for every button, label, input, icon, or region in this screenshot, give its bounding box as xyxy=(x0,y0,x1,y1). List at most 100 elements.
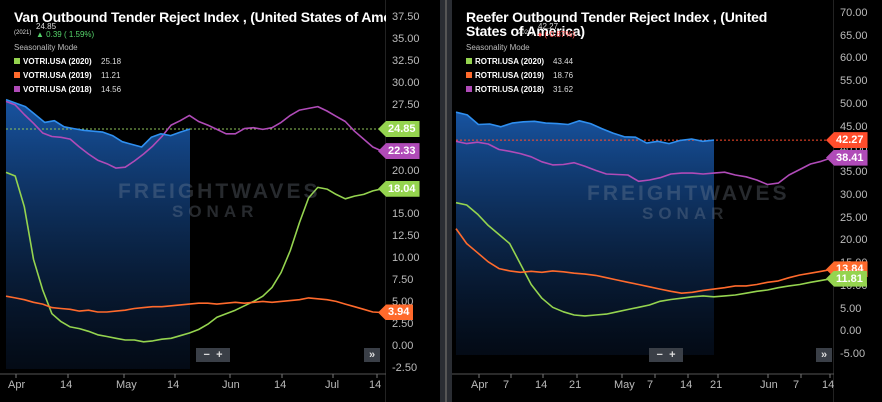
van-mode-label: Seasonality Mode xyxy=(14,43,78,52)
legend-series-name: ROTRI.USA (2018) xyxy=(475,84,545,94)
x-tick-label: 7 xyxy=(503,379,510,391)
series-line-2019[interactable] xyxy=(5,295,383,314)
y-tick-label: 25.00 xyxy=(840,211,868,224)
series-line-2021[interactable] xyxy=(455,111,715,145)
legend-item[interactable]: ROTRI.USA (2018) 31.62 xyxy=(466,82,573,96)
x-tick-label: 21 xyxy=(569,379,582,391)
y-tick-label: 35.00 xyxy=(840,166,868,179)
up-arrow-icon: ▲ xyxy=(36,30,44,39)
legend-item[interactable]: ROTRI.USA (2020) 43.44 xyxy=(466,54,573,68)
watermark-brand: FREIGHTWAVES xyxy=(118,180,321,203)
legend-item[interactable]: ROTRI.USA (2019) 18.76 xyxy=(466,68,573,82)
y-tick-label: 20.00 xyxy=(392,164,420,177)
van-chart-panel: FREIGHTWAVES SONAR Van Outbound Tender R… xyxy=(0,0,440,402)
legend-swatch xyxy=(466,72,472,78)
y-tick-label: 70.00 xyxy=(840,7,868,19)
reefer-chart-title: Reefer Outbound Tender Reject Index , (U… xyxy=(466,9,768,39)
legend-series-value: 18.76 xyxy=(553,70,574,80)
value-tag: 22.33 xyxy=(378,143,420,160)
y-tick-label: 65.00 xyxy=(840,29,868,42)
series-line-2021[interactable] xyxy=(5,98,191,148)
zoom-in-button[interactable]: + xyxy=(216,349,223,361)
legend-item[interactable]: VOTRI.USA (2019) 11.21 xyxy=(14,68,121,82)
y-tick-label: 2.50 xyxy=(392,318,414,331)
y-tick-label: 12.50 xyxy=(392,230,420,243)
value-tag: 24.85 xyxy=(378,121,420,137)
y-tick-label: 15.00 xyxy=(392,208,420,221)
reefer-chart-panel: FREIGHTWAVES SONAR Reefer Outbound Tende… xyxy=(452,0,882,402)
y-tick-label: 37.50 xyxy=(392,11,420,23)
x-tick-label: Apr xyxy=(471,379,489,391)
scroll-forward-button[interactable]: » xyxy=(816,348,832,362)
zoom-in-button[interactable]: + xyxy=(669,349,676,361)
legend-series-value: 11.21 xyxy=(101,70,121,80)
x-tick-label: 14 xyxy=(60,379,73,391)
legend-series-name: ROTRI.USA (2019) xyxy=(475,70,545,80)
van-header-value: 24.85 xyxy=(36,22,57,31)
series-line-2020[interactable] xyxy=(455,201,833,317)
down-arrow-icon: ♦ xyxy=(538,30,543,39)
x-tick-label: 7 xyxy=(793,379,800,391)
y-tick-label: -2.50 xyxy=(392,362,418,374)
legend-item[interactable]: VOTRI.USA (2020) 25.18 xyxy=(14,54,121,68)
x-tick-label: Jul xyxy=(325,379,340,391)
legend-series-name: ROTRI.USA (2020) xyxy=(475,56,545,66)
y-tick-label: 45.00 xyxy=(840,120,868,133)
van-header-year: (2021) xyxy=(14,30,32,36)
legend-swatch xyxy=(14,86,20,92)
x-tick-label: 14 xyxy=(535,379,548,391)
van-header-change-text: 0.39 ( 1.59%) xyxy=(46,30,95,39)
x-tick-label: 14 xyxy=(369,379,382,391)
zoom-controls[interactable]: − + xyxy=(196,348,230,362)
legend-item[interactable]: VOTRI.USA (2018) 14.56 xyxy=(14,82,121,96)
series-line-2020[interactable] xyxy=(5,171,383,343)
y-tick-label: 30.00 xyxy=(392,76,420,89)
series-line-2018[interactable] xyxy=(455,140,833,186)
legend-series-name: VOTRI.USA (2020) xyxy=(23,56,92,66)
series-2021-area xyxy=(456,112,714,355)
y-tick-label: 0.00 xyxy=(840,325,862,338)
y-tick-label: 10.00 xyxy=(392,252,420,265)
legend-series-name: VOTRI.USA (2019) xyxy=(23,70,92,80)
series-line-2018[interactable] xyxy=(5,100,383,169)
van-chart-title: Van Outbound Tender Reject Index , (Unit… xyxy=(14,9,420,25)
y-tick-label: 32.50 xyxy=(392,54,420,67)
reefer-header-year: (2021) xyxy=(516,30,534,36)
y-tick-label: 55.00 xyxy=(840,75,868,88)
x-tick-label: 14 xyxy=(680,379,693,391)
y-tick-label: 50.00 xyxy=(840,97,868,110)
value-tag: 18.04 xyxy=(378,180,420,197)
zoom-out-button[interactable]: − xyxy=(203,349,210,361)
y-tick-label: 30.00 xyxy=(840,188,868,201)
reefer-header-change-text: (-0.87%) xyxy=(544,30,576,39)
van-chart-canvas[interactable] xyxy=(0,0,440,402)
zoom-controls[interactable]: − + xyxy=(649,348,683,362)
y-tick-label: 7.50 xyxy=(392,274,414,287)
x-tick-label: 14 xyxy=(167,379,180,391)
y-tick-label: 27.50 xyxy=(392,98,420,111)
x-tick-label: Apr xyxy=(8,379,26,391)
y-tick-label: 0.00 xyxy=(392,340,414,353)
van-header-change: ▲ 0.39 ( 1.59%) xyxy=(36,30,94,39)
x-tick-label: May xyxy=(614,379,635,391)
x-tick-label: 14 xyxy=(822,379,835,391)
divider-handle[interactable] xyxy=(445,0,447,402)
van-legend: VOTRI.USA (2020) 25.18 VOTRI.USA (2019) 11… xyxy=(14,54,121,96)
legend-series-name: VOTRI.USA (2018) xyxy=(23,84,92,94)
legend-swatch xyxy=(466,86,472,92)
y-tick-label: 60.00 xyxy=(840,52,868,65)
legend-swatch xyxy=(466,58,472,64)
legend-swatch xyxy=(14,58,20,64)
reefer-header-change: ♦ (-0.87%) xyxy=(538,30,575,39)
reefer-mode-label: Seasonality Mode xyxy=(466,43,530,52)
legend-series-value: 14.56 xyxy=(101,84,122,94)
x-tick-label: 14 xyxy=(274,379,287,391)
panel-divider[interactable] xyxy=(440,0,452,402)
reefer-header-value: 42.27 xyxy=(538,22,559,31)
series-line-2019[interactable] xyxy=(455,228,833,294)
reefer-chart-canvas[interactable] xyxy=(452,0,882,402)
y-axis-background xyxy=(386,0,440,402)
scroll-forward-button[interactable]: » xyxy=(364,348,380,362)
y-axis-background xyxy=(834,0,882,402)
zoom-out-button[interactable]: − xyxy=(656,349,663,361)
